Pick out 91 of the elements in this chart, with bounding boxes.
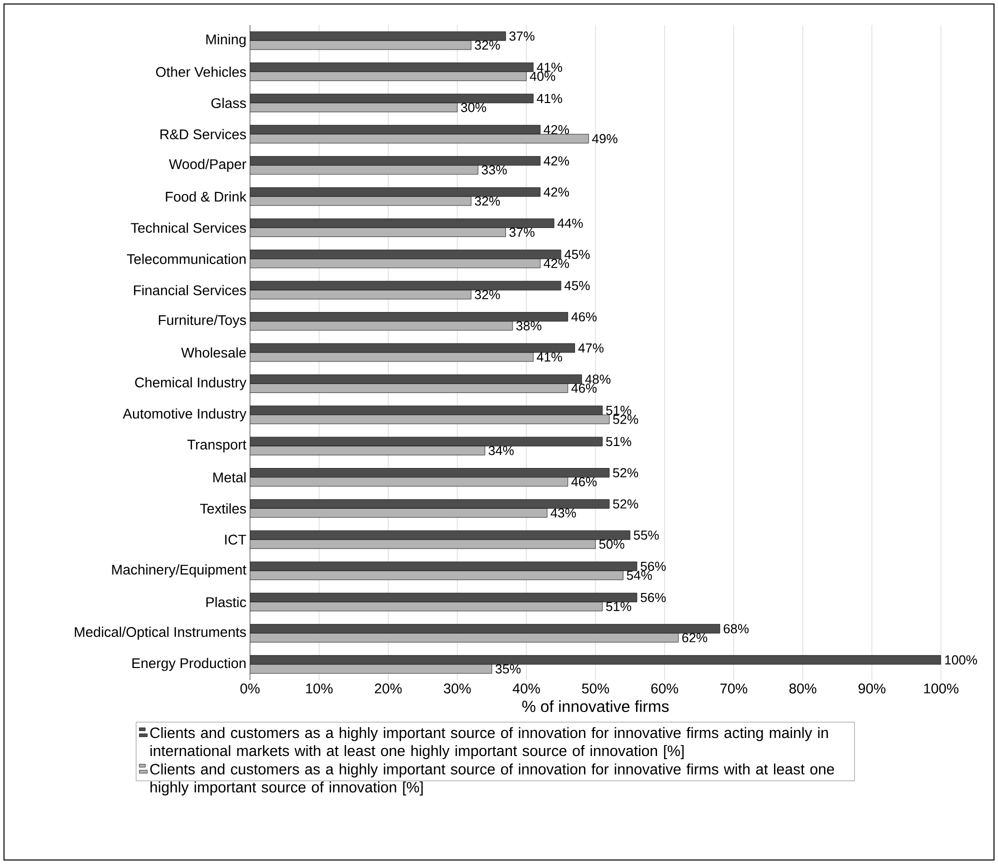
data-label: 46% — [571, 384, 597, 393]
data-label: 41% — [536, 94, 562, 104]
data-label: 54% — [626, 570, 652, 580]
data-label: 42% — [544, 258, 569, 268]
bar — [250, 374, 582, 384]
data-label: 41% — [536, 62, 562, 72]
y-tick-label: Mining — [206, 34, 246, 48]
y-tick-label: R&D Services — [160, 129, 246, 140]
y-tick-label: Glass — [211, 98, 246, 108]
x-tick-label: 70% — [720, 684, 748, 694]
x-tick-label: 30% — [444, 684, 471, 694]
data-label: 47% — [578, 343, 604, 353]
data-label: 37% — [509, 228, 534, 237]
data-label: 44% — [558, 218, 583, 228]
bar — [250, 406, 603, 416]
data-label: 45% — [564, 281, 590, 290]
y-tick-label: Machinery/Equipment — [112, 564, 246, 578]
y-tick-label: Energy Production — [132, 658, 246, 671]
y-tick-label: Metal — [213, 472, 246, 482]
bar — [250, 468, 610, 478]
x-axis-title: % of innovative firms — [522, 700, 669, 712]
data-label: 32% — [474, 40, 500, 50]
bar — [250, 62, 534, 72]
data-label: 52% — [613, 499, 638, 509]
bar — [250, 655, 941, 665]
bar — [250, 31, 506, 41]
data-label: 52% — [613, 414, 638, 424]
data-label: 43% — [550, 508, 576, 518]
data-label: 32% — [474, 290, 500, 300]
bar — [250, 218, 554, 228]
data-label: 56% — [640, 562, 666, 571]
x-tick-label: 100% — [924, 684, 958, 694]
x-tick-label: 90% — [858, 684, 886, 694]
bar — [250, 156, 540, 166]
data-label: 52% — [613, 468, 638, 478]
y-tick-label: Wood/Paper — [168, 158, 246, 172]
data-label: 41% — [536, 352, 562, 362]
data-label: 55% — [634, 530, 659, 540]
x-tick-label: 60% — [651, 684, 678, 694]
y-tick-label: Medical/Optical Instruments — [74, 626, 246, 640]
data-label: 49% — [592, 134, 618, 144]
y-tick-label: Textiles — [200, 503, 246, 514]
data-label: 46% — [571, 312, 597, 322]
data-label: 45% — [564, 250, 590, 259]
y-tick-label: Other Vehicles — [156, 66, 246, 77]
bar — [250, 624, 720, 634]
bar — [250, 530, 630, 540]
data-label: 50% — [599, 540, 624, 549]
x-tick-label: 50% — [582, 684, 610, 694]
data-label: 33% — [482, 165, 507, 174]
data-label: 30% — [461, 102, 486, 112]
data-label: 35% — [496, 664, 521, 674]
y-tick-label: Food & Drink — [166, 191, 246, 202]
y-tick-label: Furniture/Toys — [158, 314, 246, 328]
data-label: 68% — [724, 624, 749, 634]
data-label: 42% — [544, 156, 569, 166]
bar — [250, 280, 562, 290]
data-label: 100% — [945, 655, 977, 664]
x-tick-label: 10% — [306, 684, 333, 694]
y-tick-label: ICT — [225, 534, 246, 545]
data-label: 51% — [606, 436, 632, 446]
bar — [250, 124, 540, 134]
y-tick-label: Chemical Industry — [135, 377, 246, 390]
x-tick-label: 20% — [374, 684, 402, 694]
data-label: 56% — [640, 592, 666, 602]
legend-label: Clients and customers as a highly important source of innovation for innovative firms with at least one highly important source of innovation [%] — [150, 763, 834, 796]
bar — [250, 562, 638, 572]
y-tick-label: Telecommunication — [126, 254, 246, 264]
data-label: 51% — [606, 602, 632, 612]
y-tick-label: Transport — [187, 440, 246, 452]
y-tick-label: Plastic — [206, 596, 246, 608]
x-tick-label: 40% — [512, 684, 540, 694]
y-tick-label: Technical Services — [130, 222, 246, 233]
y-tick-label: Financial Services — [134, 284, 246, 296]
legend-label: Clients and customers as a highly important source of innovation for innovative firms acting mainly in international markets with at least one highly important source of innovation [%] — [150, 727, 828, 760]
data-label: 37% — [509, 31, 534, 41]
bar — [250, 312, 568, 322]
data-label: 40% — [530, 72, 556, 81]
x-tick-label: 80% — [789, 684, 816, 694]
data-label: 38% — [516, 321, 542, 330]
data-label: 42% — [544, 187, 569, 197]
data-label: 42% — [544, 125, 569, 134]
y-tick-label: Automotive Industry — [122, 408, 246, 422]
data-label: 32% — [474, 196, 500, 206]
data-label: 34% — [488, 446, 514, 456]
y-tick-label: Wholesale — [181, 347, 246, 358]
x-tick-label: 0% — [240, 684, 260, 694]
data-label: 62% — [682, 633, 708, 642]
data-label: 46% — [571, 477, 597, 486]
data-label: 51% — [606, 406, 632, 415]
data-label: 48% — [585, 374, 610, 384]
